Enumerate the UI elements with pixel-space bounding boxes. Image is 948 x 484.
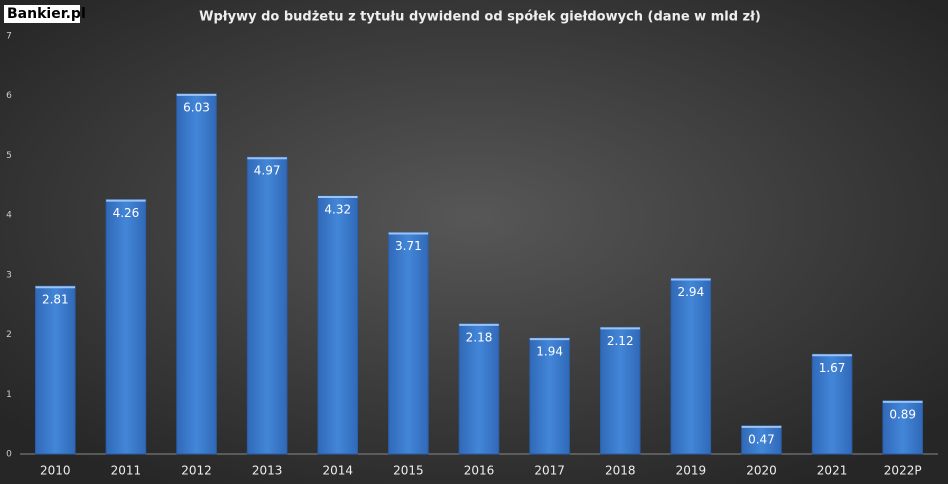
bar — [741, 425, 782, 455]
x-tick-label: 2016 — [464, 464, 495, 478]
x-tick-label: 2018 — [605, 464, 636, 478]
y-tick-label: 1 — [6, 390, 12, 400]
value-label: 4.26 — [113, 206, 140, 220]
value-label: 4.32 — [324, 203, 351, 217]
y-tick-label: 5 — [6, 151, 12, 161]
y-tick-label: 7 — [6, 32, 12, 42]
value-label: 3.71 — [395, 239, 422, 253]
chart-title: Wpływy do budżetu z tytułu dywidend od s… — [199, 10, 761, 25]
value-label: 0.47 — [748, 432, 775, 446]
value-label: 2.18 — [466, 330, 493, 344]
x-tick-label: 2013 — [252, 464, 283, 478]
bar — [246, 156, 288, 455]
bar — [388, 231, 429, 455]
value-label: 1.67 — [819, 361, 846, 375]
value-label: 0.89 — [889, 407, 916, 421]
bar — [176, 93, 217, 455]
logo: Bankier.pl — [7, 6, 86, 22]
bar — [317, 195, 359, 455]
bar — [529, 337, 570, 455]
y-tick-label: 6 — [6, 91, 12, 101]
bar — [105, 199, 147, 455]
bar — [670, 277, 712, 455]
x-tick-label: 2017 — [534, 464, 565, 478]
bar — [458, 323, 500, 455]
y-tick-label: 2 — [6, 330, 12, 340]
x-tick-label: 2011 — [111, 464, 142, 478]
value-label: 4.97 — [254, 164, 281, 178]
x-tick-label: 2010 — [40, 464, 71, 478]
x-tick-label: 2015 — [393, 464, 424, 478]
y-tick-label: 0 — [6, 450, 12, 460]
value-label: 2.94 — [677, 285, 704, 299]
value-label: 1.94 — [536, 345, 563, 359]
x-tick-label: 2012 — [181, 464, 212, 478]
value-label: 2.81 — [42, 293, 69, 307]
x-tick-label: 2019 — [676, 464, 707, 478]
bar — [882, 400, 923, 455]
y-tick-label: 4 — [6, 211, 12, 221]
x-tick-label: 2021 — [817, 464, 848, 478]
logo-box — [4, 5, 80, 23]
x-tick-label: 2022P — [884, 464, 922, 478]
value-label: 6.03 — [183, 100, 210, 114]
bar — [35, 285, 76, 455]
x-tick-label: 2020 — [746, 464, 777, 478]
value-label: 2.12 — [607, 334, 634, 348]
x-tick-label: 2014 — [322, 464, 353, 478]
y-tick-label: 3 — [6, 270, 12, 280]
